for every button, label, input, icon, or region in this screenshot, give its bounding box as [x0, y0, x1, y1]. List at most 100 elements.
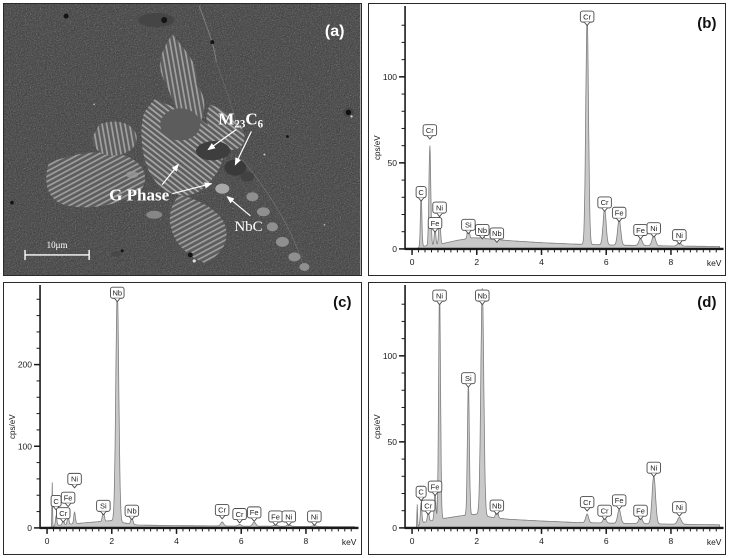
peak-label-Nb: Nb [474, 224, 489, 240]
x-tick-label: 2 [474, 257, 479, 267]
spectrum-area [414, 17, 720, 250]
svg-text:Fe: Fe [250, 508, 259, 517]
svg-text:C: C [418, 188, 424, 197]
x-axis-unit: keV [706, 537, 721, 547]
svg-text:Ni: Ni [285, 512, 292, 521]
svg-text:Si: Si [465, 374, 472, 383]
peak-label-Cr: Cr [579, 10, 594, 27]
svg-text:Nb: Nb [477, 226, 487, 235]
svg-text:Ni: Ni [436, 291, 443, 300]
x-axis-unit: keV [706, 258, 721, 268]
y-tick-label: 100 [18, 441, 32, 451]
peak-label-Nb: Nb [110, 286, 125, 303]
peak-label-Fe: Fe [427, 480, 442, 496]
eds-chart-b: 0 2 4 6 8 keV 0 50 100 cps/eV (b) C Cr Fe Ni Si Nb Nb Cr Cr… [373, 6, 723, 268]
x-axis-unit: keV [342, 537, 357, 547]
eds-spectrum-panel-d: 0 2 4 6 8 keV 0 50 100 cps/eV (d) C Cr Fe Ni Si Nb Nb Cr Cr… [367, 282, 726, 555]
panel-letter: (c) [333, 294, 351, 311]
sem-annotations: M23C6 G Phase NbC (a) 10μm [24, 22, 344, 260]
peak-label-Cr: Cr [420, 499, 435, 515]
svg-text:Cr: Cr [59, 509, 67, 518]
peak-label-Nb: Nb [124, 504, 140, 521]
y-tick-label: 50 [387, 437, 397, 447]
g-phase-arrow-1 [161, 163, 179, 186]
eds-spectrum-panel-c: 0 2 4 6 8 keV 0 100 200 cps/eV (c) C Cr Fe Ni Si Nb Nb Cr C… [3, 282, 362, 555]
peak-label-Nb: Nb [489, 227, 504, 243]
peak-label-Si: Si [460, 372, 476, 388]
peak-label-Ni: Ni [67, 472, 82, 489]
g-phase-label: G Phase [109, 186, 169, 205]
m23c6-arrow-2 [234, 131, 252, 166]
x-tick-label: 6 [603, 536, 608, 546]
svg-text:Fe: Fe [614, 496, 623, 505]
peak-label-Cr: Cr [214, 503, 230, 520]
peak-label-Nb: Nb [489, 499, 504, 515]
eds-spectrum-panel-b: 0 2 4 6 8 keV 0 50 100 cps/eV (b) C Cr Fe Ni Si Nb Nb Cr Cr… [367, 3, 726, 276]
panel-letter: (b) [697, 15, 716, 32]
x-tick-label: 6 [239, 536, 244, 546]
m23c6-arrow-1 [207, 128, 237, 151]
peak-label-Cr: Cr [596, 504, 612, 521]
peak-label-C: C [415, 186, 427, 202]
sem-image: M23C6 G Phase NbC (a) 10μm [4, 4, 361, 275]
scale-bar-label: 10μm [47, 240, 68, 250]
peak-label-Ni: Ni [671, 501, 687, 517]
x-tick-label: 4 [539, 257, 544, 267]
y-tick-label: 0 [392, 523, 397, 533]
x-tick-label: 4 [539, 536, 544, 546]
svg-text:Nb: Nb [492, 229, 502, 238]
peak-label-Fe: Fe [632, 504, 648, 521]
peak-label-Ni: Ni [671, 229, 687, 245]
g-phase-arrow-2 [172, 182, 213, 195]
svg-text:Nb: Nb [112, 289, 122, 298]
x-tick-label: 6 [603, 257, 608, 267]
peak-label-Ni: Ni [646, 461, 661, 478]
svg-text:Fe: Fe [636, 506, 645, 515]
microstructure [10, 5, 354, 271]
svg-text:Fe: Fe [430, 482, 439, 491]
x-tick-label: 8 [668, 257, 673, 267]
svg-text:C: C [53, 497, 59, 506]
svg-text:Cr: Cr [583, 498, 591, 507]
svg-text:Ni: Ni [71, 475, 78, 484]
svg-text:Cr: Cr [425, 126, 433, 135]
svg-text:Cr: Cr [236, 510, 244, 519]
svg-text:Nb: Nb [492, 501, 502, 510]
y-tick-label: 50 [387, 158, 397, 168]
svg-text:Fe: Fe [271, 512, 280, 521]
svg-text:Ni: Ni [675, 231, 682, 240]
svg-text:Ni: Ni [311, 512, 318, 521]
spectrum-area [50, 290, 355, 529]
peak-label-Fe: Fe [611, 206, 626, 223]
peak-label-Fe: Fe [611, 494, 626, 510]
y-tick-label: 100 [382, 351, 396, 361]
peak-label-Fe: Fe [427, 217, 442, 233]
svg-text:C: C [418, 488, 424, 497]
peak-label-Si: Si [460, 218, 476, 235]
nbc-arrow [226, 195, 251, 217]
svg-text:Ni: Ni [650, 224, 657, 233]
peak-label-Fe: Fe [246, 506, 262, 522]
x-tick-label: 2 [109, 536, 114, 546]
svg-text:Fe: Fe [430, 219, 439, 228]
svg-text:Ni: Ni [650, 463, 657, 472]
svg-text:Ni: Ni [436, 203, 443, 212]
svg-text:Cr: Cr [600, 506, 608, 515]
svg-text:Fe: Fe [64, 493, 73, 502]
svg-text:Cr: Cr [424, 501, 432, 510]
svg-text:Fe: Fe [614, 209, 623, 218]
peak-label-Ni: Ni [281, 510, 297, 526]
m23c6-label: M23C6 [218, 109, 263, 130]
x-tick-label: 4 [174, 536, 179, 546]
svg-text:Nb: Nb [127, 507, 137, 516]
peak-label-Cr: Cr [596, 196, 612, 212]
peak-label-C: C [415, 485, 427, 502]
y-tick-label: 100 [382, 72, 396, 82]
svg-text:Si: Si [465, 221, 472, 230]
nbc-label: NbC [234, 219, 262, 235]
peak-label-Nb: Nb [474, 289, 489, 306]
